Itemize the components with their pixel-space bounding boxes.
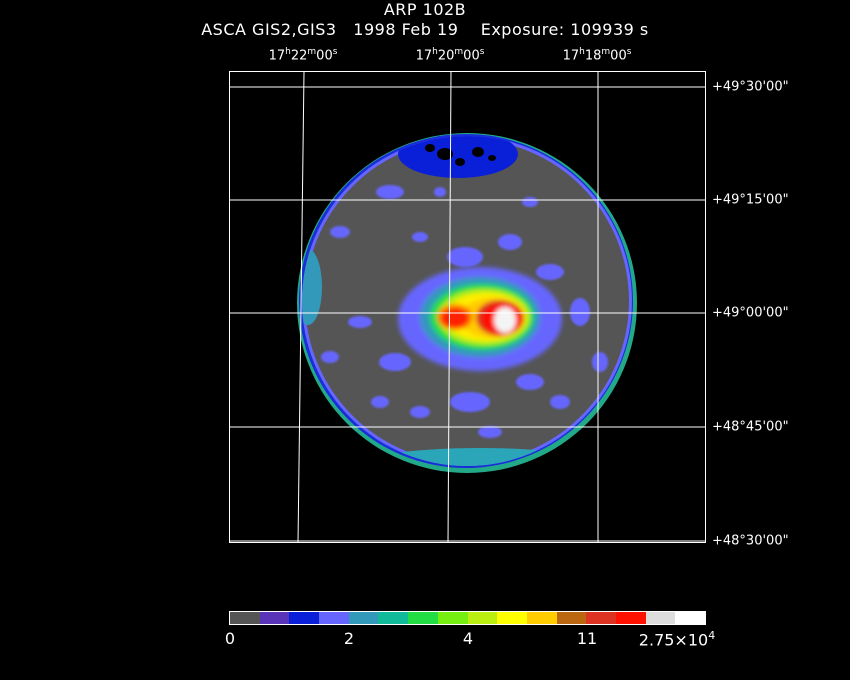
colorbar-swatch-10 [526,612,557,624]
colorbar-swatch-13 [615,612,646,624]
colorbar-swatch-7 [437,612,468,624]
colorbar-label-2: 2 [343,629,355,648]
colorbar-swatch-15 [675,612,705,624]
colorbar-swatch-1 [259,612,290,624]
exposure-label: Exposure: 109939 s [480,20,649,39]
ra-label-1: 17h22m00s [268,47,338,64]
colorbar-label-11: 11 [576,629,598,648]
observation-info: ASCA GIS2,GIS3 1998 Feb 19 Exposure: 109… [0,20,850,39]
dec-label-4: +48°45'00" [712,419,789,435]
ra-label-2: 17h20m00s [415,47,485,64]
instrument-label: ASCA GIS2,GIS3 [201,20,337,39]
colorbar-label-max: 2.75×104 [638,629,716,650]
colorbar-swatch-4 [348,612,379,624]
colorbar-swatch-0 [230,612,260,624]
ra-label-3: 17h18m00s [562,47,632,64]
dec-label-1: +49°30'00" [712,79,789,95]
dec-label-5: +48°30'00" [712,533,789,549]
colorbar-label-4: 4 [462,629,474,648]
colorbar-swatch-11 [556,612,587,624]
colorbar-swatch-9 [497,612,527,624]
colorbar-swatch-8 [467,612,498,624]
colorbar-label-0: 0 [224,629,236,648]
colorbar-swatch-6 [408,612,438,624]
dec-label-2: +49°15'00" [712,192,789,208]
colorbar-swatch-3 [319,612,349,624]
colorbar [229,611,706,625]
coordinate-grid [230,72,705,542]
dec-label-3: +49°00'00" [712,305,789,321]
colorbar-swatch-12 [586,612,616,624]
colorbar-swatch-14 [645,612,676,624]
colorbar-swatch-5 [378,612,409,624]
top-cap [398,136,518,178]
xray-image [230,72,705,542]
colorbar-swatch-2 [289,612,320,624]
xray-image-plot [229,71,706,543]
object-title: ARP 102B [383,0,467,19]
date-label: 1998 Feb 19 [353,20,459,39]
